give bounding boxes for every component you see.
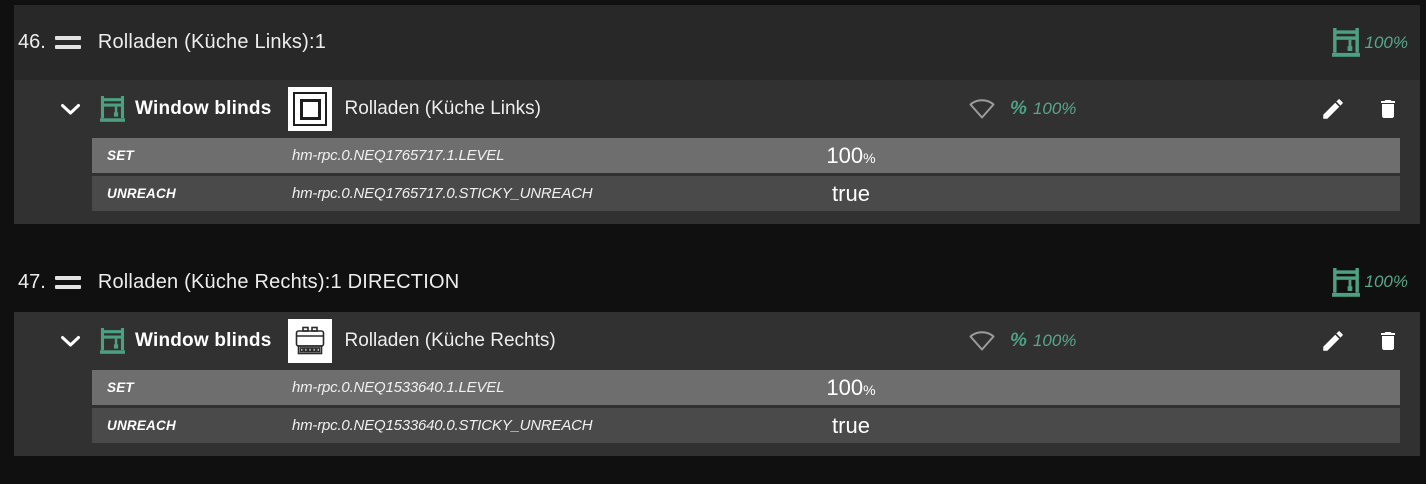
device-name: Rolladen (Küche Rechts) xyxy=(344,330,556,351)
device-name: Rolladen (Küche Links) xyxy=(344,98,541,119)
device-row: Window blinds Rolladen (Küche Rechts) xyxy=(14,312,1420,370)
edit-pencil-icon[interactable] xyxy=(1320,328,1346,354)
row-actions xyxy=(1320,312,1400,370)
delete-trash-icon[interactable] xyxy=(1376,96,1400,122)
window-blinds-icon xyxy=(100,96,125,122)
drag-handle-icon[interactable] xyxy=(54,275,81,289)
wifi-signal-icon xyxy=(968,330,996,352)
quality-percent: 100% xyxy=(1032,331,1077,350)
device-panel: Window blinds Rolladen (Küche Links) % 1… xyxy=(14,80,1420,224)
state-object-id: hm-rpc.0.NEQ1533640.1.LEVEL xyxy=(292,379,505,396)
device-type-label: Window blinds xyxy=(135,330,272,351)
state-row-set: SET hm-rpc.0.NEQ1765717.1.LEVEL 100% xyxy=(92,138,1400,173)
window-blinds-icon xyxy=(1331,267,1360,297)
percent-icon: % xyxy=(1010,98,1027,119)
quality-group: % 100% xyxy=(968,312,1076,370)
edit-pencil-icon[interactable] xyxy=(1320,96,1346,122)
delete-trash-icon[interactable] xyxy=(1376,328,1400,354)
drag-handle-icon[interactable] xyxy=(54,36,81,49)
device-panel: Window blinds Rolladen (Küche Rechts) xyxy=(14,312,1420,456)
role-percent: 100% xyxy=(1364,32,1408,52)
row-actions xyxy=(1320,80,1400,138)
state-value: true xyxy=(832,412,870,438)
collapse-chevron-icon[interactable] xyxy=(60,103,81,116)
quality-percent: 100% xyxy=(1032,99,1077,118)
row-number: 47. xyxy=(18,270,46,293)
device-title-row: 47. Rolladen (Küche Rechts):1 DIRECTION … xyxy=(14,252,1420,312)
device-card: 46. Rolladen (Küche Links):1 100% xyxy=(14,5,1420,224)
state-name: SET xyxy=(107,148,134,163)
device-title: Rolladen (Küche Links):1 xyxy=(97,31,327,53)
state-value: 100% xyxy=(826,142,876,168)
window-blinds-icon xyxy=(1331,28,1360,57)
state-value: true xyxy=(832,180,870,206)
device-row: Window blinds Rolladen (Küche Links) % 1… xyxy=(14,80,1420,138)
state-object-id: hm-rpc.0.NEQ1765717.0.STICKY_UNREACH xyxy=(292,185,593,202)
state-object-id: hm-rpc.0.NEQ1765717.1.LEVEL xyxy=(292,147,505,164)
state-row-unreach: UNREACH hm-rpc.0.NEQ1765717.0.STICKY_UNR… xyxy=(92,176,1400,211)
state-row-set: SET hm-rpc.0.NEQ1533640.1.LEVEL 100% xyxy=(92,370,1400,405)
wifi-signal-icon xyxy=(968,98,996,120)
role-percent: 100% xyxy=(1364,272,1408,291)
window-blinds-icon xyxy=(100,328,125,354)
device-card: 47. Rolladen (Küche Rechts):1 DIRECTION … xyxy=(14,252,1420,456)
state-name: UNREACH xyxy=(107,418,176,433)
quality-group: % 100% xyxy=(968,80,1076,138)
device-type-label: Window blinds xyxy=(135,98,272,119)
window-frame-icon xyxy=(288,87,333,131)
collapse-chevron-icon[interactable] xyxy=(60,335,81,348)
state-name: UNREACH xyxy=(107,186,176,201)
state-name: SET xyxy=(107,380,134,395)
blind-actuator-device-icon xyxy=(288,319,333,363)
device-title-row: 46. Rolladen (Küche Links):1 100% xyxy=(14,5,1420,80)
device-title: Rolladen (Küche Rechts):1 DIRECTION xyxy=(97,270,460,293)
device-list: 46. Rolladen (Küche Links):1 100% xyxy=(14,5,1420,484)
percent-icon: % xyxy=(1010,330,1027,351)
state-value: 100% xyxy=(826,374,876,400)
state-row-unreach: UNREACH hm-rpc.0.NEQ1533640.0.STICKY_UNR… xyxy=(92,408,1400,443)
row-number: 46. xyxy=(18,31,46,53)
state-object-id: hm-rpc.0.NEQ1533640.0.STICKY_UNREACH xyxy=(292,417,593,434)
